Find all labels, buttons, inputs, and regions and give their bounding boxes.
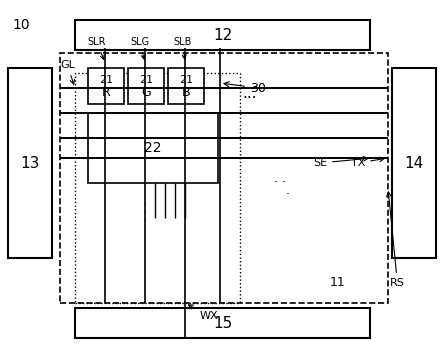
Bar (88, 68, 124, 104)
Text: 11: 11 (330, 276, 346, 290)
Bar (392, 68, 436, 258)
Bar (60, 53, 388, 303)
Bar (88, 113, 218, 183)
Text: SE: SE (313, 156, 368, 168)
Bar (75, 73, 240, 303)
Text: TX: TX (351, 157, 384, 168)
Text: GL: GL (60, 60, 75, 84)
Bar (75, 308, 370, 338)
Text: ·: · (286, 189, 290, 202)
Bar (75, 20, 370, 50)
Text: RS: RS (387, 192, 405, 288)
Text: 21: 21 (179, 75, 193, 85)
Text: ···: ··· (243, 91, 258, 106)
Bar (168, 68, 204, 104)
Text: 13: 13 (20, 155, 40, 170)
Text: WX: WX (189, 305, 218, 321)
Text: 14: 14 (404, 155, 424, 170)
Text: · ·: · · (274, 176, 286, 189)
Text: ·
·
·: · · · (143, 200, 147, 226)
Text: 21: 21 (99, 75, 113, 85)
Bar (8, 68, 52, 258)
Text: SLR: SLR (88, 37, 106, 59)
Text: B: B (182, 86, 190, 98)
Text: G: G (141, 86, 151, 98)
Text: 12: 12 (213, 28, 232, 43)
Text: 10: 10 (12, 18, 30, 32)
Text: 15: 15 (213, 315, 232, 330)
Bar (128, 68, 164, 104)
Text: SLG: SLG (131, 37, 150, 59)
Text: 22: 22 (144, 141, 162, 155)
Text: R: R (102, 86, 111, 98)
Text: 30: 30 (224, 82, 266, 95)
Text: 21: 21 (139, 75, 153, 85)
Text: SLB: SLB (174, 37, 192, 59)
